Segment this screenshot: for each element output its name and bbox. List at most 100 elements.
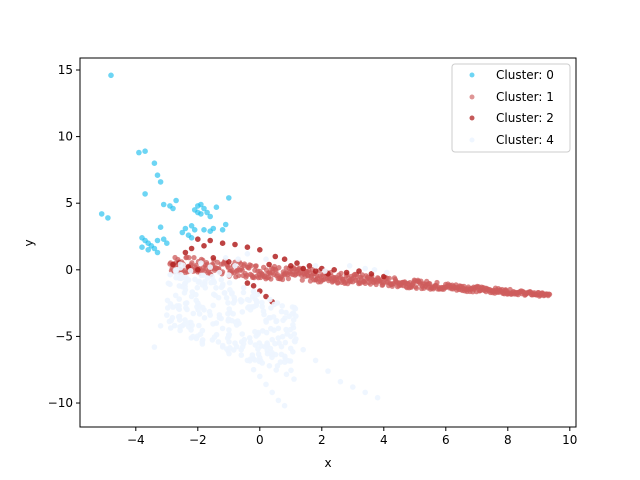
data-point-cluster-2	[232, 241, 238, 248]
data-point-cluster-4	[269, 389, 276, 396]
data-point-cluster-4	[253, 298, 260, 304]
data-point-cluster-0	[154, 249, 161, 256]
data-point-cluster-4	[283, 326, 289, 333]
data-point-cluster-4	[263, 256, 269, 263]
data-point-cluster-2	[288, 263, 294, 269]
data-point-cluster-1	[236, 273, 242, 279]
data-point-cluster-4	[189, 289, 196, 295]
data-point-cluster-1	[338, 270, 344, 276]
data-point-cluster-0	[188, 223, 195, 229]
data-point-cluster-4	[259, 299, 265, 306]
data-point-cluster-0	[98, 211, 105, 217]
data-point-cluster-4	[223, 295, 230, 301]
data-point-cluster-4	[275, 325, 282, 332]
data-point-cluster-2	[300, 265, 307, 272]
y-tick-label: −5	[55, 329, 73, 343]
data-point-cluster-0	[179, 229, 186, 236]
data-point-cluster-4	[181, 290, 188, 296]
data-point-cluster-2	[343, 269, 350, 276]
data-point-cluster-4	[222, 254, 229, 261]
data-point-cluster-2	[368, 271, 375, 277]
data-point-cluster-0	[226, 195, 232, 201]
data-point-cluster-4	[199, 282, 206, 288]
data-point-cluster-4	[279, 333, 286, 340]
data-point-cluster-1	[191, 255, 197, 261]
data-point-cluster-1	[280, 276, 286, 283]
data-point-cluster-4	[215, 339, 222, 345]
data-point-cluster-4	[273, 367, 280, 373]
data-point-cluster-4	[186, 320, 192, 326]
data-point-cluster-4	[268, 305, 274, 311]
data-point-cluster-4	[244, 296, 251, 303]
y-tick-label: 5	[65, 196, 73, 210]
data-point-cluster-1	[434, 279, 440, 286]
data-point-cluster-0	[151, 160, 158, 166]
x-tick-label: 2	[318, 433, 326, 447]
data-point-cluster-4	[292, 305, 299, 312]
data-point-cluster-4	[283, 309, 289, 316]
data-point-cluster-2	[219, 240, 226, 246]
data-point-cluster-4	[255, 346, 261, 352]
data-point-cluster-0	[160, 236, 167, 242]
data-point-cluster-4	[240, 340, 247, 347]
data-point-cluster-4	[283, 371, 290, 378]
y-tick-label: 0	[65, 263, 73, 277]
data-point-cluster-4	[211, 279, 218, 286]
data-point-cluster-4	[198, 260, 204, 266]
data-point-cluster-0	[108, 72, 114, 79]
data-point-cluster-4	[201, 315, 208, 321]
data-point-cluster-0	[151, 245, 158, 252]
data-point-cluster-1	[248, 263, 254, 269]
data-point-cluster-0	[207, 213, 213, 220]
legend-marker-cluster-0	[469, 72, 475, 78]
data-point-cluster-2	[306, 263, 313, 269]
data-point-cluster-4	[230, 300, 237, 306]
data-point-cluster-0	[170, 205, 176, 212]
x-tick-label: −4	[127, 433, 145, 447]
data-point-cluster-4	[151, 344, 158, 350]
data-point-cluster-1	[413, 285, 420, 291]
data-point-cluster-4	[260, 308, 267, 315]
data-point-cluster-0	[210, 225, 217, 232]
data-point-cluster-2	[294, 260, 300, 266]
data-point-cluster-4	[267, 315, 274, 321]
data-point-cluster-2	[226, 259, 232, 265]
data-point-cluster-0	[157, 224, 164, 230]
data-point-cluster-2	[195, 267, 201, 273]
data-point-cluster-1	[268, 276, 274, 282]
data-point-cluster-4	[209, 273, 215, 280]
data-point-cluster-4	[271, 327, 277, 334]
data-point-cluster-4	[374, 394, 381, 401]
y-tick-label: 10	[58, 130, 73, 144]
x-tick-label: 8	[504, 433, 512, 447]
data-point-cluster-4	[263, 381, 269, 388]
data-point-cluster-0	[142, 148, 148, 154]
legend-label-cluster-1: Cluster: 1	[496, 90, 554, 104]
data-point-cluster-4	[289, 311, 295, 317]
data-point-cluster-4	[181, 321, 187, 328]
data-point-cluster-4	[254, 291, 261, 298]
data-point-cluster-4	[281, 402, 288, 409]
data-point-cluster-4	[290, 322, 296, 328]
data-point-cluster-4	[232, 263, 238, 269]
data-point-cluster-4	[290, 349, 296, 355]
data-point-cluster-4	[164, 297, 171, 304]
data-point-cluster-4	[196, 322, 202, 329]
data-point-cluster-2	[356, 268, 362, 274]
data-point-cluster-4	[300, 346, 307, 353]
data-point-cluster-4	[284, 331, 291, 337]
data-point-cluster-4	[384, 269, 390, 276]
data-point-cluster-4	[291, 376, 297, 382]
data-point-cluster-4	[199, 341, 206, 347]
data-point-cluster-4	[275, 397, 282, 404]
data-point-cluster-4	[239, 309, 246, 315]
data-point-cluster-4	[182, 317, 188, 323]
data-point-cluster-4	[322, 268, 328, 274]
data-point-cluster-4	[164, 305, 171, 311]
data-point-cluster-2	[266, 261, 272, 268]
data-point-cluster-4	[210, 321, 216, 327]
data-point-cluster-4	[252, 357, 258, 363]
data-point-cluster-4	[173, 274, 179, 281]
data-point-cluster-0	[173, 197, 179, 204]
